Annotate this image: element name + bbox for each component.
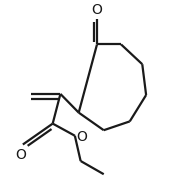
Text: O: O [16,148,26,162]
Text: O: O [76,130,87,144]
Text: O: O [92,3,102,17]
